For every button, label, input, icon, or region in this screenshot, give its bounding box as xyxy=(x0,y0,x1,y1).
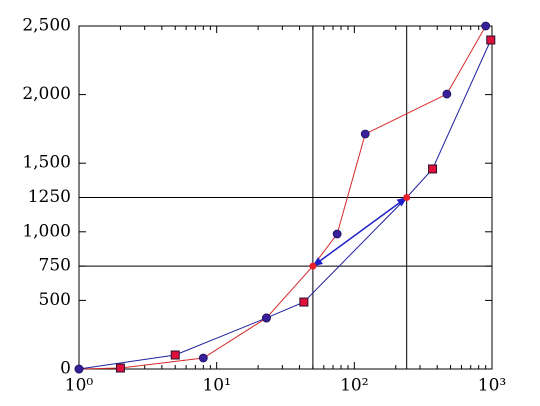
square-marker xyxy=(115,363,125,373)
x-tick-label: 10¹ xyxy=(202,376,230,396)
circle-marker xyxy=(481,21,491,31)
circle-marker xyxy=(442,89,452,99)
y-tick-label: 1,000 xyxy=(22,221,71,241)
y-tick-label: 2,000 xyxy=(22,84,71,104)
dot-marker xyxy=(309,262,317,270)
square-marker xyxy=(299,297,309,307)
y-tick-label: 750 xyxy=(39,256,71,276)
circle-marker xyxy=(360,129,370,139)
x-tick-label: 10³ xyxy=(478,376,506,396)
circle-marker xyxy=(198,353,208,363)
dot-marker xyxy=(403,194,411,201)
square-marker xyxy=(428,164,438,174)
square-marker xyxy=(170,350,180,360)
y-tick-label: 2,500 xyxy=(22,16,71,36)
y-tick-label: 500 xyxy=(39,290,71,310)
square-marker xyxy=(486,35,496,45)
circle-marker xyxy=(262,313,271,323)
x-tick-label: 10² xyxy=(340,376,368,396)
x-tick-label: 10⁰ xyxy=(65,376,94,396)
circle-marker xyxy=(74,364,84,374)
series-line xyxy=(78,39,492,370)
circle-marker xyxy=(332,229,342,239)
y-tick-label: 0 xyxy=(60,359,71,379)
y-tick-label: 1250 xyxy=(28,187,71,207)
arrow xyxy=(312,196,408,267)
y-tick-label: 1,500 xyxy=(22,153,71,173)
